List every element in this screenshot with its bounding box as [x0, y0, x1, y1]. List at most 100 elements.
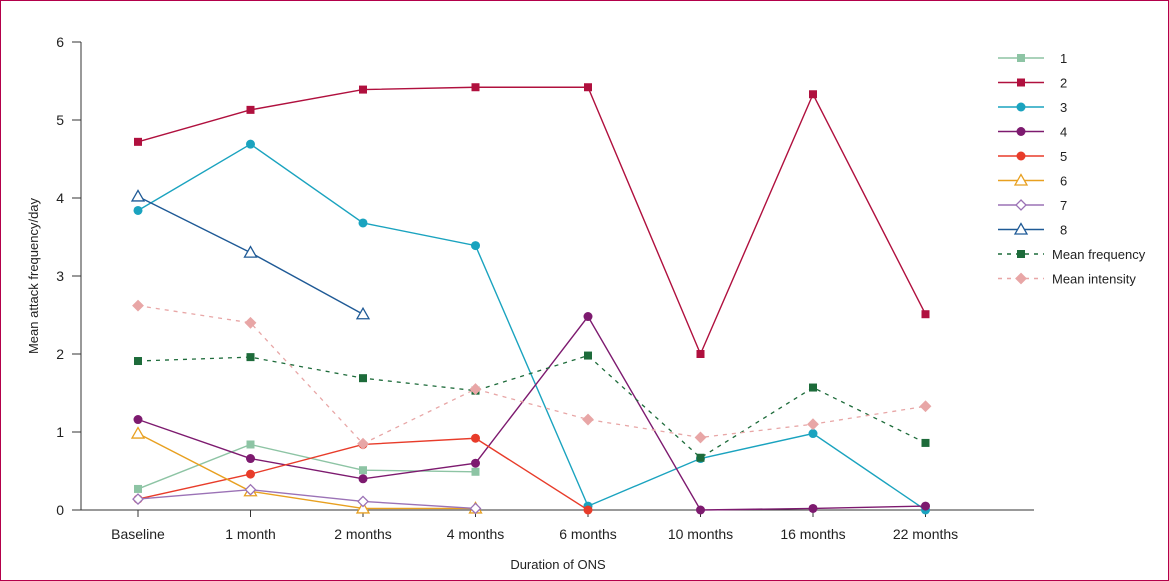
- legend-label: 8: [1060, 223, 1067, 238]
- data-point: [809, 383, 817, 392]
- x-tick-label: 1 month: [225, 526, 276, 542]
- data-point: [357, 495, 369, 508]
- series-line: [137, 489, 476, 510]
- y-tick-label: 3: [56, 268, 64, 284]
- data-point: [919, 400, 932, 413]
- data-point: [130, 189, 146, 202]
- y-ticks: 0 1 2 3 4 5 6: [56, 34, 81, 518]
- series-4: [133, 312, 930, 515]
- data-point: [583, 505, 593, 515]
- legend-item: 2: [998, 76, 1067, 91]
- series-7: [132, 483, 482, 515]
- y-tick-label: 2: [56, 346, 64, 362]
- data-point: [469, 502, 482, 515]
- data-point: [359, 85, 367, 94]
- series-line: [137, 304, 926, 445]
- data-point: [132, 493, 144, 505]
- legend-marker: [1016, 151, 1026, 161]
- data-point: [359, 374, 367, 383]
- series-line: [137, 143, 926, 511]
- y-tick-label: 5: [56, 112, 64, 128]
- data-point: [134, 484, 142, 493]
- legend-label: 5: [1060, 149, 1067, 164]
- data-point: [584, 351, 592, 360]
- legend-label: 2: [1060, 76, 1067, 91]
- data-point: [246, 454, 255, 464]
- data-point: [809, 90, 817, 99]
- data-point: [134, 357, 142, 366]
- legend-marker: [1017, 250, 1025, 258]
- legend-item: 8: [998, 222, 1067, 238]
- series-line: [137, 315, 926, 511]
- x-tick-label: 4 months: [447, 526, 505, 542]
- legend-label: Mean intensity: [1052, 272, 1136, 287]
- legend-marker: [1013, 173, 1029, 186]
- data-point: [469, 383, 482, 396]
- data-point: [808, 503, 818, 513]
- y-tick-label: 1: [56, 424, 64, 440]
- data-point: [358, 474, 368, 484]
- legend-item: 6: [998, 173, 1067, 189]
- series-8: [130, 189, 371, 320]
- data-point: [243, 245, 258, 258]
- legend-marker: [1013, 222, 1029, 235]
- legend-item: Mean frequency: [998, 247, 1146, 262]
- data-point: [133, 205, 143, 215]
- data-point: [359, 466, 367, 475]
- data-point: [471, 467, 480, 476]
- legend-marker: [1017, 54, 1025, 62]
- data-point: [246, 440, 255, 449]
- data-point: [471, 433, 480, 443]
- data-point: [244, 316, 257, 329]
- data-point: [471, 241, 480, 251]
- x-tick-label: Baseline: [111, 526, 165, 542]
- x-axis-title: Duration of ONS: [510, 557, 606, 572]
- data-point: [134, 137, 142, 146]
- series-line: [137, 432, 476, 510]
- data-point: [582, 413, 594, 426]
- y-tick-label: 0: [56, 502, 64, 518]
- data-point: [355, 501, 371, 514]
- data-point: [357, 437, 369, 450]
- x-tick-label: 10 months: [668, 526, 733, 542]
- legend-marker: [1016, 127, 1026, 136]
- x-tick-label: 16 months: [780, 526, 845, 542]
- data-point: [696, 453, 705, 462]
- legend-item: 7: [998, 198, 1067, 213]
- data-point: [358, 218, 368, 228]
- x-tick-label: 2 months: [334, 526, 392, 542]
- data-point: [133, 415, 143, 425]
- data-point: [584, 83, 592, 92]
- data-point: [132, 299, 144, 312]
- series-line: [137, 443, 476, 490]
- y-axis-title: Mean attack frequency/day: [26, 197, 41, 354]
- data-point: [246, 105, 255, 114]
- data-point: [808, 429, 818, 439]
- legend-label: 3: [1060, 100, 1067, 115]
- series-line: [137, 86, 927, 356]
- data-point: [246, 139, 255, 149]
- x-tick-label: 22 months: [893, 526, 958, 542]
- series-1: [134, 440, 480, 493]
- y-tick-label: 4: [56, 190, 64, 206]
- data-point: [921, 438, 930, 447]
- y-tick-label: 6: [56, 34, 64, 50]
- legend-marker: [1017, 78, 1025, 87]
- x-tick-label: 6 months: [559, 526, 617, 542]
- legend-marker: [1016, 102, 1026, 112]
- legend-item: 4: [998, 125, 1067, 140]
- legend-label: 4: [1060, 125, 1067, 140]
- legend-item: 1: [998, 51, 1067, 66]
- legend-marker: [1015, 199, 1027, 211]
- data-point: [246, 469, 255, 479]
- legend-label: Mean frequency: [1052, 247, 1146, 262]
- legend-marker: [1015, 272, 1027, 285]
- data-point: [471, 83, 480, 92]
- legend: 1 2 3 4 5 6 7 8 Mean frequency Mean intensity: [998, 51, 1146, 287]
- data-point: [244, 483, 257, 496]
- data-point: [583, 312, 593, 322]
- legend-item: Mean intensity: [998, 272, 1136, 287]
- series-line: [137, 354, 926, 459]
- data-point: [921, 310, 930, 319]
